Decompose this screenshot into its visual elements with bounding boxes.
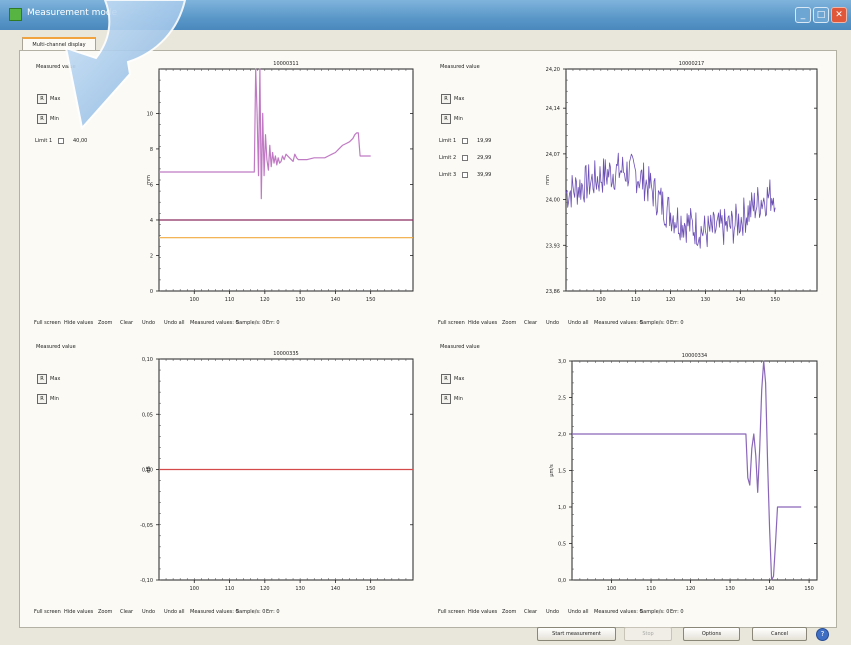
limit-value: 29,99 (477, 155, 492, 161)
footer-item: Err: 0 (266, 320, 280, 326)
max-label: Max (50, 96, 61, 102)
footer-item: Measured values: 0 (594, 320, 643, 326)
stop-button[interactable]: Stop (624, 627, 672, 641)
limit-value: 19,99 (477, 138, 492, 144)
footer-item[interactable]: Clear (524, 609, 538, 615)
footer-item[interactable]: Undo (546, 609, 560, 615)
footer-item[interactable]: Zoom (98, 320, 113, 326)
footer-item[interactable]: Undo (142, 320, 156, 326)
limit-value: 40,00 (73, 138, 88, 144)
footer-item[interactable]: Full screen (438, 320, 465, 326)
limit-label: Limit 3 (439, 172, 457, 178)
footer-item[interactable]: Hide values (468, 609, 498, 615)
measured-value-label: Measured value (36, 344, 76, 350)
reset-max-button[interactable]: R (37, 374, 47, 384)
footer-item: Sample/s: 0 (640, 320, 670, 326)
reset-max-button[interactable]: R (441, 94, 451, 104)
app-icon (9, 8, 22, 21)
footer-item[interactable]: Undo all (568, 320, 589, 326)
footer-item[interactable]: Full screen (34, 609, 61, 615)
tab-multi-channel-display[interactable]: Multi-channel display (22, 37, 96, 51)
footer-item: Sample/s: 0 (640, 609, 670, 615)
multi-channel-panel (19, 50, 837, 628)
limit-checkbox[interactable] (462, 155, 468, 161)
max-label: Max (50, 376, 61, 382)
options-button[interactable]: Options (683, 627, 740, 641)
footer-item[interactable]: Full screen (34, 320, 61, 326)
footer-item: Err: 0 (670, 320, 684, 326)
max-label: Max (454, 376, 465, 382)
footer-item: Err: 0 (670, 609, 684, 615)
reset-min-button[interactable]: R (441, 114, 451, 124)
reset-max-button[interactable]: R (37, 94, 47, 104)
limit-value: 39,99 (477, 172, 492, 178)
footer-item[interactable]: Zoom (98, 609, 113, 615)
footer-item[interactable]: Hide values (64, 320, 94, 326)
max-label: Max (454, 96, 465, 102)
measured-value-label: Measured value (440, 64, 480, 70)
help-button[interactable]: ? (816, 628, 829, 641)
limit-checkbox[interactable] (58, 138, 64, 144)
footer-item[interactable]: Clear (120, 609, 134, 615)
min-label: Min (454, 116, 463, 122)
title-bar: Measurement mode _ □ ✕ (0, 0, 851, 30)
footer-item[interactable]: Zoom (502, 320, 517, 326)
footer-item[interactable]: Undo (142, 609, 156, 615)
footer-item[interactable]: Clear (120, 320, 134, 326)
limit-checkbox[interactable] (462, 138, 468, 144)
footer-item: Measured values: 0 (594, 609, 643, 615)
footer-item[interactable]: Undo all (164, 320, 185, 326)
maximize-button[interactable]: □ (813, 7, 829, 23)
footer-item[interactable]: Hide values (64, 609, 94, 615)
reset-min-button[interactable]: R (37, 394, 47, 404)
footer-item: Err: 0 (266, 609, 280, 615)
reset-max-button[interactable]: R (441, 374, 451, 384)
min-label: Min (50, 116, 59, 122)
reset-min-button[interactable]: R (37, 114, 47, 124)
measured-value-label: Measured value (440, 344, 480, 350)
footer-item: Sample/s: 0 (236, 320, 266, 326)
footer-item: Measured values: 0 (190, 320, 239, 326)
footer-item[interactable]: Undo all (568, 609, 589, 615)
footer-item[interactable]: Clear (524, 320, 538, 326)
close-button[interactable]: ✕ (831, 7, 847, 23)
limit-label: Limit 1 (439, 138, 457, 144)
limit-checkbox[interactable] (462, 172, 468, 178)
footer-item[interactable]: Hide values (468, 320, 498, 326)
limit-label: Limit 2 (439, 155, 457, 161)
footer-item[interactable]: Zoom (502, 609, 517, 615)
start-measurement-button[interactable]: Start measurement (537, 627, 616, 641)
min-label: Min (454, 396, 463, 402)
footer-item[interactable]: Undo all (164, 609, 185, 615)
cancel-button[interactable]: Cancel (752, 627, 807, 641)
footer-item: Sample/s: 0 (236, 609, 266, 615)
footer-item[interactable]: Full screen (438, 609, 465, 615)
window-title: Measurement mode (27, 8, 118, 18)
limit-label: Limit 1 (35, 138, 53, 144)
minimize-button[interactable]: _ (795, 7, 811, 23)
footer-item[interactable]: Undo (546, 320, 560, 326)
reset-min-button[interactable]: R (441, 394, 451, 404)
min-label: Min (50, 396, 59, 402)
measured-value-label: Measured value (36, 64, 76, 70)
footer-item: Measured values: 0 (190, 609, 239, 615)
